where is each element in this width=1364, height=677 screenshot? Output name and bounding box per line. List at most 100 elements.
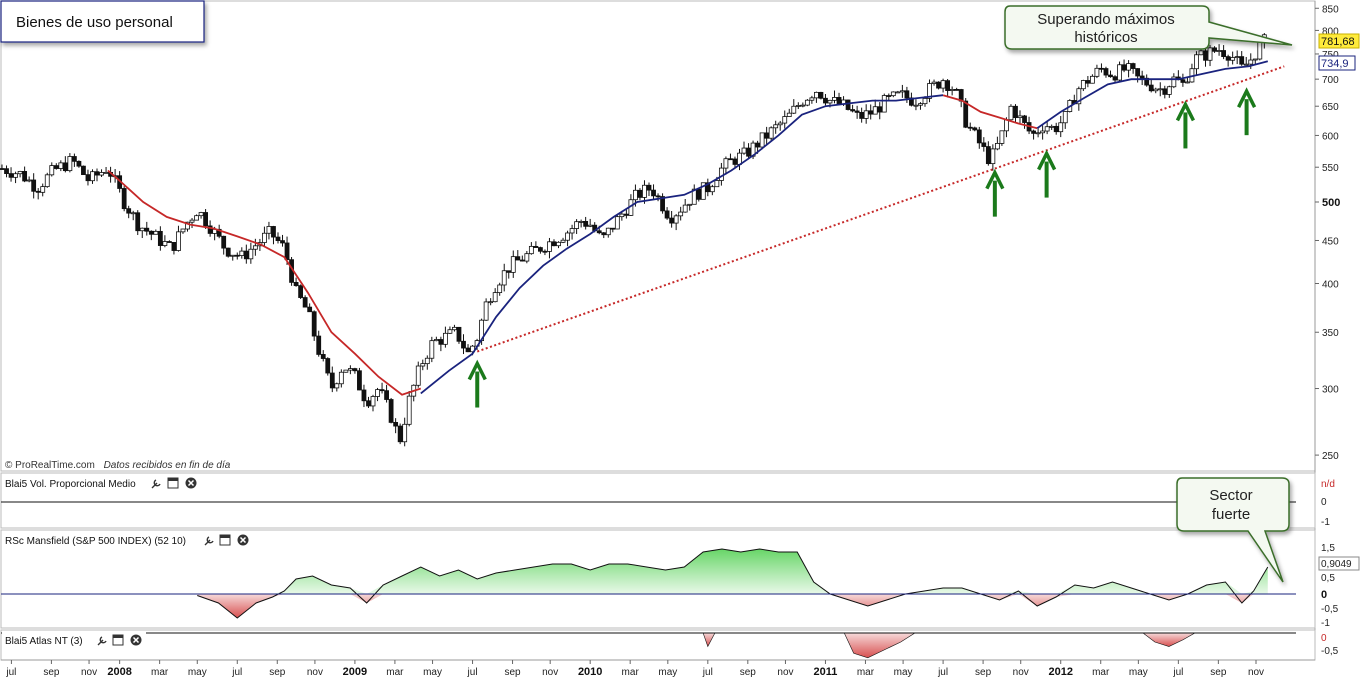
candle-body — [660, 196, 665, 212]
candle-body — [402, 423, 408, 443]
candle-body — [791, 105, 797, 114]
close-icon[interactable] — [185, 477, 197, 489]
candle-body — [981, 142, 987, 147]
candle-body — [280, 240, 285, 244]
candle-body — [854, 110, 860, 113]
candle-body — [58, 162, 64, 169]
x-tick-label: 2008 — [107, 666, 131, 677]
candle-body — [1112, 76, 1118, 81]
candle-body — [836, 97, 842, 105]
candle-body — [139, 227, 145, 232]
candle-body — [936, 81, 941, 89]
candle-body — [135, 212, 141, 232]
candle-body — [651, 189, 656, 197]
candle-body — [994, 143, 1000, 150]
candle-body — [271, 226, 276, 238]
candle-body — [506, 270, 512, 273]
candle-body — [551, 241, 557, 247]
candle-body — [904, 90, 910, 99]
candle-body — [62, 162, 68, 172]
last-price-tag: 781,68 — [1318, 33, 1360, 49]
candle-body — [31, 179, 37, 192]
candle-body — [415, 365, 421, 386]
ma-blue-line — [420, 94, 944, 395]
candle-body — [895, 91, 901, 94]
x-tick-label: sep — [504, 667, 521, 677]
candle-body — [963, 100, 969, 128]
candle-body — [723, 158, 729, 169]
candle-body — [243, 250, 249, 260]
candle-body — [162, 241, 168, 246]
candle-body — [587, 224, 593, 227]
price-tick-label: 600 — [1322, 131, 1339, 142]
x-tick-label: may — [423, 667, 442, 677]
candle-body — [922, 98, 928, 105]
candle-body — [452, 326, 457, 331]
close-icon[interactable] — [237, 534, 249, 546]
candle-body — [203, 212, 209, 227]
candle-body — [76, 160, 82, 167]
candle-body — [696, 188, 702, 200]
arrow-head — [1037, 149, 1057, 171]
candle-body — [1171, 76, 1177, 88]
x-tick-label: jul — [937, 667, 948, 677]
window-icon[interactable] — [219, 534, 231, 546]
x-tick-label: nov — [1248, 667, 1264, 677]
candle-body — [293, 281, 299, 287]
candle-body — [1207, 47, 1213, 61]
candle-body — [316, 335, 322, 355]
rsc-last-value: 0,9049 — [1321, 559, 1352, 570]
candle-body — [17, 171, 23, 175]
up-arrow-icon — [1237, 87, 1257, 136]
candle-body — [406, 395, 412, 425]
candle-body — [714, 180, 720, 188]
candle-body — [985, 146, 991, 165]
candle-body — [189, 219, 195, 223]
candle-body — [8, 173, 14, 178]
candle-body — [447, 329, 453, 334]
candle-body — [954, 89, 960, 91]
candle-body — [144, 227, 150, 232]
candle-body — [583, 221, 589, 227]
candle-body — [94, 171, 100, 176]
candle-body — [22, 171, 28, 182]
up-arrow-icon — [985, 168, 1005, 217]
candle-body — [40, 186, 46, 193]
x-axis-ticks: jul sep nov 2008 mar may jul sep nov 2009 mar may ju… — [5, 660, 1264, 677]
candle-body — [877, 106, 883, 113]
candle-body — [1013, 105, 1018, 119]
rsc-tick-neg-0-5: -0,5 — [1321, 604, 1339, 615]
candle-body — [556, 241, 561, 247]
candle-body — [623, 213, 629, 216]
rsc-tick-0: 0 — [1321, 589, 1327, 601]
wrench-icon[interactable] — [204, 536, 214, 546]
candle-body — [1099, 67, 1104, 70]
candle-body — [343, 369, 349, 373]
rsc-positive-area — [197, 549, 1268, 594]
price-axis-ticks: 250 300 350 400 450 500 550 600 650 700 750 800 850 — [1315, 4, 1340, 462]
candle-body — [664, 210, 670, 219]
window-icon[interactable] — [112, 634, 124, 646]
wrench-icon[interactable] — [151, 479, 161, 489]
window-icon[interactable] — [167, 477, 179, 489]
ma-value-tag: 734,9 — [1318, 55, 1356, 71]
candle-body — [728, 158, 733, 161]
x-tick-label: mar — [622, 667, 640, 677]
wrench-icon[interactable] — [97, 636, 107, 646]
x-tick-label: jul — [1172, 667, 1183, 677]
candle-body — [691, 188, 697, 205]
arrow-head — [1175, 100, 1195, 122]
close-icon[interactable] — [130, 634, 142, 646]
x-tick-label: sep — [1210, 667, 1227, 677]
candle-body — [284, 242, 290, 261]
callout-sector: Sector fuerte — [1176, 477, 1290, 583]
candle-body — [881, 95, 887, 113]
chart-title: Bienes de uso personal — [16, 14, 173, 31]
candle-body — [845, 99, 851, 110]
rsc-last-tag: 0,9049 — [1318, 556, 1360, 571]
candle-body — [809, 97, 815, 101]
candle-body — [35, 190, 41, 193]
rsc-tick-neg-1: -1 — [1321, 618, 1330, 629]
candle-body — [764, 132, 770, 139]
candle-body — [687, 203, 693, 206]
